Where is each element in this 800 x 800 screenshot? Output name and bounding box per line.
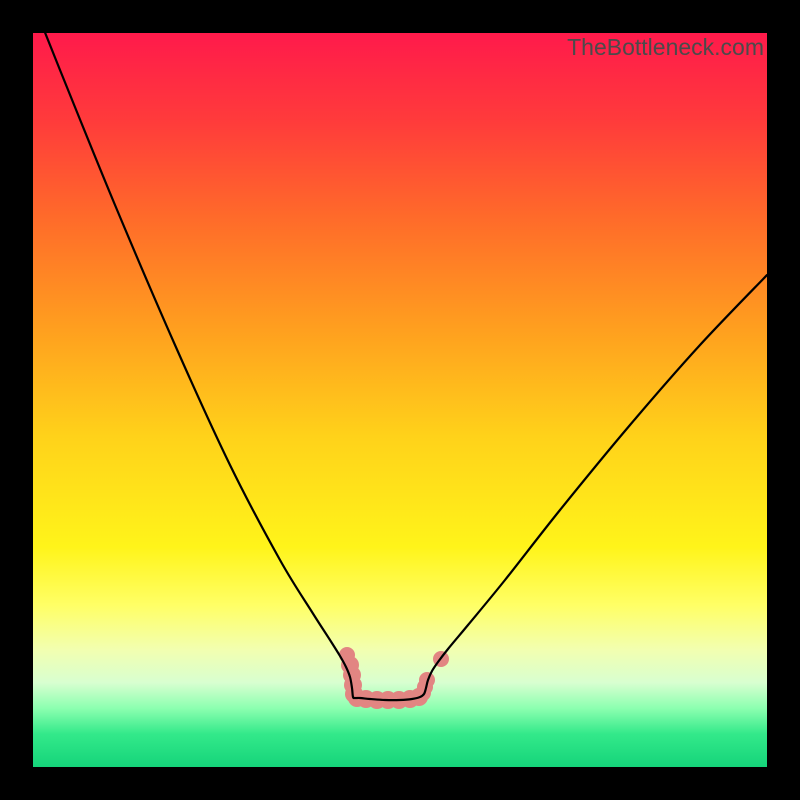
watermark-label: TheBottleneck.com	[567, 34, 764, 61]
plot-area	[33, 33, 767, 767]
bottleneck-curve	[34, 33, 767, 700]
chart-svg	[33, 33, 767, 767]
